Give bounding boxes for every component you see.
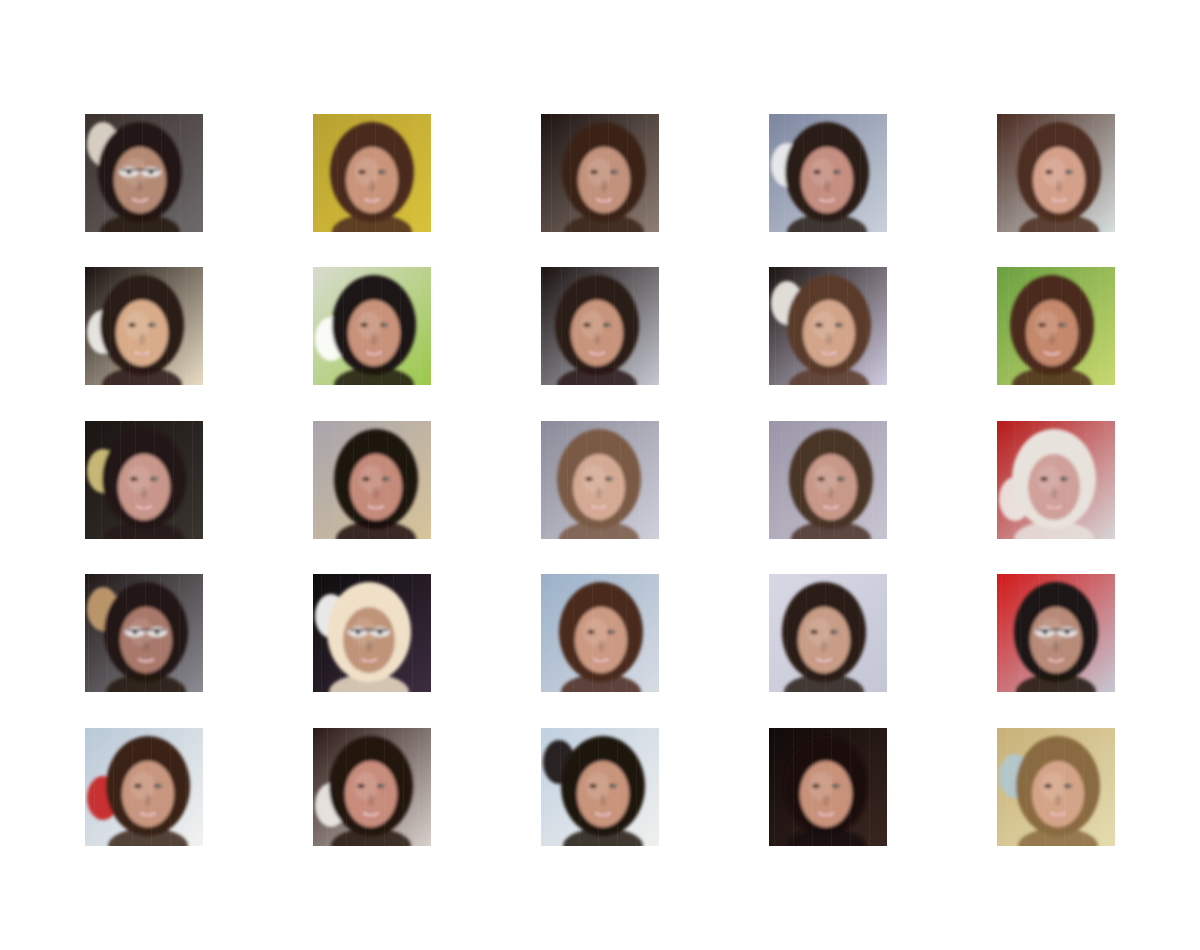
face-sample-tile (997, 114, 1115, 232)
face-sample-image (769, 574, 887, 692)
face-sample-image (769, 421, 887, 539)
face-sample-tile (769, 728, 887, 846)
face-sample-tile (541, 267, 659, 385)
face-sample-tile (85, 114, 203, 232)
face-sample-tile (541, 574, 659, 692)
face-sample-image (769, 267, 887, 385)
face-sample-tile (313, 421, 431, 539)
face-sample-tile (313, 114, 431, 232)
face-sample-tile (997, 574, 1115, 692)
face-sample-image (997, 267, 1115, 385)
face-sample-image (313, 267, 431, 385)
face-sample-tile (85, 267, 203, 385)
face-sample-tile (85, 728, 203, 846)
face-sample-image (997, 728, 1115, 846)
face-sample-image (769, 728, 887, 846)
face-sample-tile (541, 421, 659, 539)
face-sample-image (313, 114, 431, 232)
face-sample-image (85, 574, 203, 692)
face-sample-image (85, 114, 203, 232)
face-sample-image (313, 421, 431, 539)
face-sample-image (313, 728, 431, 846)
face-sample-image (541, 728, 659, 846)
face-sample-image (85, 421, 203, 539)
face-sample-image (541, 114, 659, 232)
face-sample-tile (769, 574, 887, 692)
face-sample-tile (313, 728, 431, 846)
face-sample-image (541, 421, 659, 539)
face-sample-tile (541, 114, 659, 232)
face-sample-tile (769, 421, 887, 539)
face-sample-image (85, 728, 203, 846)
face-sample-image (997, 574, 1115, 692)
face-sample-tile (313, 267, 431, 385)
face-sample-tile (997, 421, 1115, 539)
face-sample-image (997, 114, 1115, 232)
face-sample-tile (997, 267, 1115, 385)
face-sample-image (541, 267, 659, 385)
face-sample-image (85, 267, 203, 385)
face-sample-tile (85, 421, 203, 539)
face-sample-tile (769, 114, 887, 232)
face-sample-tile (85, 574, 203, 692)
face-sample-image (541, 574, 659, 692)
face-sample-tile (769, 267, 887, 385)
face-sample-image (997, 421, 1115, 539)
face-sample-image (769, 114, 887, 232)
face-sample-tile (313, 574, 431, 692)
face-sample-image (313, 574, 431, 692)
face-sample-tile (541, 728, 659, 846)
face-sample-tile (997, 728, 1115, 846)
